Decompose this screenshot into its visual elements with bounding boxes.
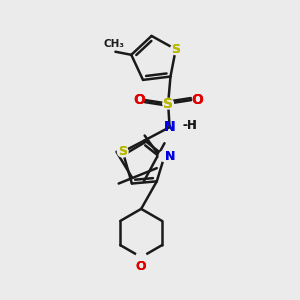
Text: N: N — [164, 120, 176, 134]
Text: S: S — [171, 43, 180, 56]
Text: S: S — [118, 145, 127, 158]
Text: S: S — [163, 97, 173, 111]
Text: S: S — [171, 43, 180, 56]
Text: O: O — [136, 260, 146, 272]
Text: N: N — [165, 150, 175, 163]
Text: O: O — [136, 260, 146, 272]
Text: N: N — [164, 120, 176, 134]
Circle shape — [117, 146, 128, 157]
Text: CH₃: CH₃ — [103, 39, 124, 50]
Text: O: O — [133, 93, 145, 107]
Circle shape — [136, 252, 146, 262]
Circle shape — [163, 98, 173, 109]
Text: -H: -H — [182, 119, 197, 132]
Text: -H: -H — [182, 119, 197, 132]
Text: S: S — [118, 145, 127, 158]
Text: N: N — [165, 150, 175, 163]
Text: O: O — [191, 93, 203, 107]
Circle shape — [159, 151, 170, 161]
Text: S: S — [163, 97, 173, 111]
Text: O: O — [191, 93, 203, 107]
Text: O: O — [133, 93, 145, 107]
Circle shape — [170, 44, 181, 55]
